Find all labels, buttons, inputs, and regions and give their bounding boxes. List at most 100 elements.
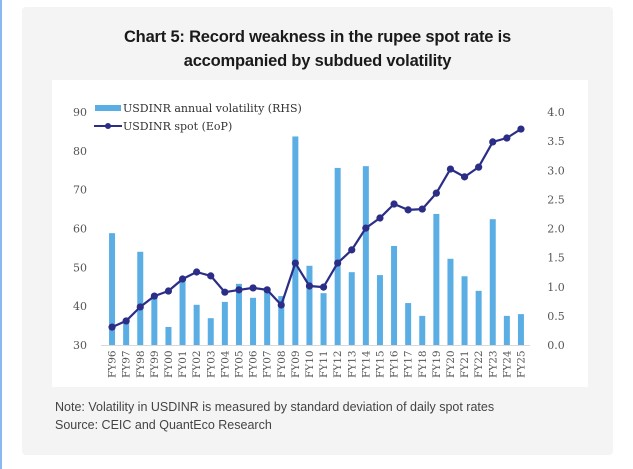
volatility-bar-fy04	[221, 301, 228, 345]
right-axis-tick-label: 0.0	[547, 339, 565, 352]
volatility-bar-fy21	[461, 276, 468, 345]
volatility-bar-fy07	[264, 290, 271, 345]
volatility-bar-fy19	[433, 213, 440, 345]
right-axis-tick-label: 4.0	[547, 106, 565, 119]
right-axis-tick-label: 3.0	[547, 164, 565, 177]
x-axis-tick-label: FY25	[515, 350, 527, 378]
volatility-bar-fy16	[391, 245, 398, 345]
x-axis-tick-label: FY05	[233, 350, 245, 378]
right-axis-tick-label: 2.0	[547, 223, 565, 236]
left-axis-tick-label: 40	[73, 300, 87, 313]
spot-point-fy22	[475, 163, 483, 171]
volatility-bar-fy15	[376, 275, 383, 345]
right-axis-tick-label: 3.5	[547, 135, 565, 148]
x-axis-tick-label: FY15	[374, 350, 386, 378]
x-axis-tick-label: FY02	[191, 350, 203, 378]
spot-point-fy25	[517, 125, 525, 133]
note-text: Note: Volatility in USDINR is measured b…	[55, 400, 495, 414]
volatility-bar-fy08	[278, 296, 285, 345]
x-axis-tick-label: FY20	[445, 350, 457, 378]
spot-point-fy13	[348, 246, 356, 254]
spot-point-fy09	[291, 259, 299, 267]
spot-point-fy18	[418, 205, 426, 213]
x-axis-tick-label: FY11	[318, 350, 330, 378]
volatility-bar-fy10	[306, 265, 313, 345]
x-axis-tick-label: FY14	[360, 350, 372, 378]
x-axis-tick-label: FY97	[121, 350, 133, 378]
left-accent-strip	[0, 0, 2, 469]
spot-point-fy23	[489, 138, 497, 146]
volatility-bar-fy22	[475, 290, 482, 345]
x-axis-tick-label: FY09	[290, 350, 302, 378]
left-axis: 30 40 50 60 70 80 90	[73, 106, 87, 352]
spot-point-fy02	[193, 268, 201, 276]
spot-point-fy12	[334, 259, 342, 267]
spot-point-fy96	[108, 323, 116, 331]
x-axis-tick-label: FY04	[219, 350, 231, 378]
x-axis-tick-label: FY00	[163, 350, 175, 378]
chart-title-line-2: accompanied by subdued volatility	[183, 52, 452, 70]
chart-footnote: Note: Volatility in USDINR is measured b…	[55, 398, 494, 434]
x-axis: FY96 FY97 FY98 FY99 FY00 FY01 FY02 FY03 FY04 FY05…	[107, 350, 528, 378]
volatility-bar-fy24	[503, 315, 510, 345]
volatility-bar-fy06	[250, 297, 257, 345]
x-axis-tick-label: FY08	[276, 350, 288, 378]
legend-label-volatility: USDINR annual volatility (RHS)	[123, 102, 302, 115]
left-axis-tick-label: 30	[73, 339, 87, 352]
spot-point-fy16	[390, 200, 398, 208]
spot-point-fy00	[164, 287, 173, 295]
volatility-bar-fy18	[419, 315, 426, 345]
chart-title-line-1: Chart 5: Record weakness in the rupee sp…	[123, 28, 512, 46]
spot-point-fy17	[404, 206, 412, 214]
volatility-bar-fy17	[405, 303, 412, 345]
spot-point-fy24	[503, 134, 511, 142]
spot-point-fy07	[263, 286, 271, 294]
x-axis-tick-label: FY03	[205, 350, 217, 378]
volatility-bar-fy05	[235, 283, 242, 345]
chart-svg: 30 40 50 60 70 80 90 0.0 0.5 1.0 1.5 2.0 2.5 3.0 3.5 4…	[73, 102, 565, 378]
spot-point-fy10	[305, 282, 314, 290]
volatility-bar-fy96	[109, 233, 116, 345]
x-axis-tick-label: FY06	[248, 350, 260, 378]
x-axis-tick-label: FY07	[262, 350, 274, 378]
left-axis-tick-label: 60	[73, 223, 87, 236]
chart-card: Chart 5: Record weakness in the rupee sp…	[22, 7, 613, 455]
volatility-bar-fy25	[517, 314, 524, 345]
volatility-bar-fy99	[151, 297, 158, 345]
left-axis-tick-label: 50	[73, 261, 87, 274]
chart-panel: 30 40 50 60 70 80 90 0.0 0.5 1.0 1.5 2.0 2.5 3.0 3.5 4…	[52, 80, 588, 387]
spot-point-fy98	[136, 303, 144, 311]
x-axis-tick-label: FY96	[107, 350, 119, 378]
volatility-bar-fy12	[334, 167, 341, 345]
legend-label-spot: USDINR spot (EoP)	[123, 120, 232, 133]
legend-swatch-spot-marker	[105, 123, 111, 129]
volatility-bar-fy01	[179, 279, 186, 345]
legend: USDINR annual volatility (RHS) USDINR sp…	[94, 102, 302, 133]
volatility-bar-fy02	[193, 304, 200, 345]
volatility-bar-fy23	[489, 219, 496, 345]
spot-point-fy04	[221, 288, 229, 296]
spot-point-fy20	[446, 165, 455, 173]
spot-point-fy11	[319, 283, 328, 291]
x-axis-tick-label: FY17	[403, 350, 415, 378]
spot-point-fy14	[362, 224, 370, 232]
spot-point-fy03	[207, 272, 215, 280]
spot-point-fy99	[150, 292, 158, 300]
x-axis-tick-label: FY19	[431, 350, 443, 378]
volatility-bar-fy11	[320, 293, 327, 345]
right-axis-tick-label: 1.0	[547, 281, 565, 294]
spot-point-fy15	[376, 214, 384, 222]
spot-line-series	[108, 125, 525, 331]
left-axis-tick-label: 90	[73, 106, 87, 119]
volatility-bar-fy03	[207, 318, 214, 345]
spot-line	[111, 128, 522, 329]
x-axis-tick-label: FY99	[149, 350, 161, 378]
x-axis-tick-label: FY01	[177, 350, 189, 378]
x-axis-tick-label: FY18	[417, 350, 429, 378]
x-axis-tick-label: FY24	[501, 350, 513, 378]
volatility-bar-fy14	[362, 166, 369, 345]
spot-point-fy05	[235, 286, 243, 294]
x-axis-tick-label: FY98	[135, 350, 147, 378]
right-axis-tick-label: 1.5	[547, 252, 565, 265]
legend-swatch-volatility	[95, 105, 121, 111]
